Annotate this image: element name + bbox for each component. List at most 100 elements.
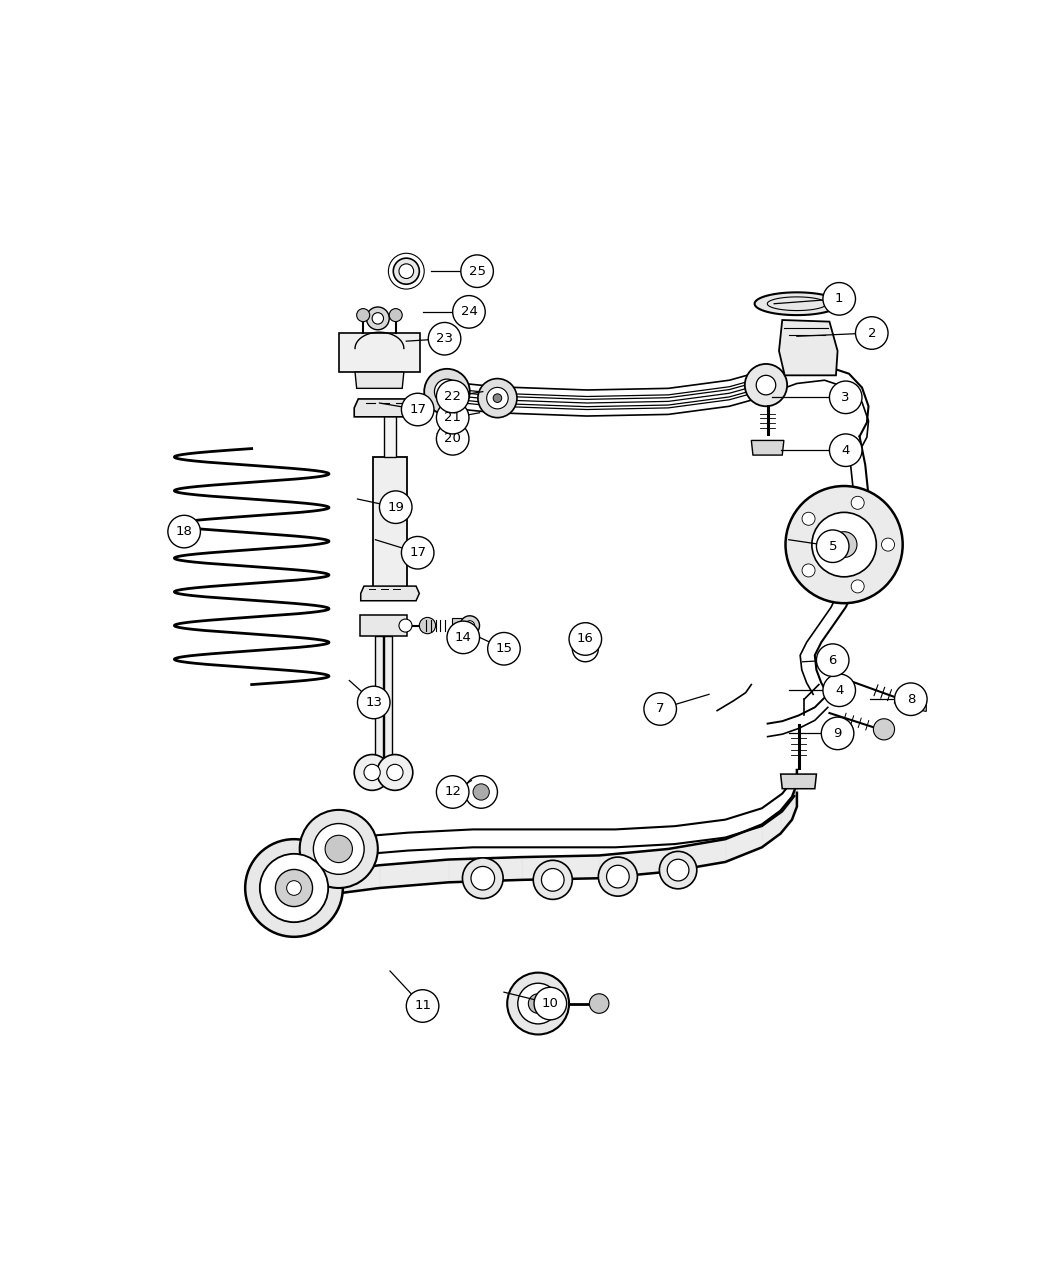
- Circle shape: [471, 867, 495, 890]
- Text: 25: 25: [468, 265, 485, 278]
- Text: 15: 15: [496, 643, 512, 655]
- Circle shape: [401, 393, 434, 426]
- Circle shape: [494, 394, 502, 403]
- Polygon shape: [755, 292, 839, 315]
- Circle shape: [399, 264, 414, 278]
- Text: 21: 21: [444, 411, 461, 425]
- Text: 16: 16: [576, 632, 593, 645]
- Circle shape: [821, 717, 854, 750]
- Circle shape: [817, 644, 849, 677]
- Circle shape: [572, 636, 598, 662]
- Circle shape: [744, 363, 788, 407]
- Circle shape: [447, 621, 480, 654]
- Circle shape: [364, 764, 380, 780]
- Circle shape: [437, 402, 469, 434]
- Text: 20: 20: [444, 432, 461, 445]
- Circle shape: [366, 307, 390, 330]
- Polygon shape: [780, 774, 817, 789]
- Circle shape: [487, 388, 508, 409]
- Circle shape: [357, 686, 390, 719]
- Circle shape: [275, 870, 313, 907]
- Circle shape: [856, 316, 888, 349]
- Circle shape: [659, 852, 697, 889]
- Polygon shape: [373, 456, 407, 586]
- Polygon shape: [779, 320, 838, 375]
- Circle shape: [569, 622, 602, 655]
- Circle shape: [461, 255, 493, 287]
- Polygon shape: [912, 696, 926, 711]
- Circle shape: [465, 621, 475, 630]
- Polygon shape: [354, 399, 426, 417]
- Text: 10: 10: [542, 997, 559, 1010]
- Circle shape: [390, 309, 402, 321]
- Polygon shape: [355, 372, 404, 389]
- Circle shape: [326, 835, 353, 863]
- Circle shape: [299, 810, 378, 887]
- Circle shape: [852, 580, 864, 593]
- Circle shape: [442, 386, 452, 397]
- Circle shape: [823, 283, 856, 315]
- Circle shape: [453, 296, 485, 328]
- Circle shape: [386, 764, 403, 780]
- Circle shape: [394, 258, 419, 284]
- Text: 19: 19: [387, 501, 404, 514]
- Circle shape: [580, 643, 591, 654]
- Text: 18: 18: [175, 525, 192, 538]
- Circle shape: [462, 858, 503, 899]
- Polygon shape: [361, 586, 419, 601]
- Circle shape: [534, 987, 567, 1020]
- Text: 4: 4: [841, 444, 849, 456]
- Circle shape: [377, 755, 413, 790]
- Polygon shape: [452, 618, 462, 632]
- Polygon shape: [375, 636, 382, 757]
- Circle shape: [435, 379, 460, 404]
- Text: 3: 3: [841, 391, 849, 404]
- Circle shape: [379, 491, 412, 524]
- Text: 8: 8: [906, 692, 915, 705]
- Circle shape: [168, 515, 201, 548]
- Polygon shape: [384, 412, 396, 456]
- Circle shape: [472, 784, 489, 801]
- Circle shape: [528, 993, 548, 1014]
- Circle shape: [399, 620, 412, 632]
- Text: 23: 23: [436, 333, 453, 346]
- Circle shape: [259, 854, 329, 922]
- Circle shape: [287, 881, 301, 895]
- Circle shape: [589, 993, 609, 1014]
- Circle shape: [598, 857, 637, 896]
- Circle shape: [607, 866, 629, 887]
- Circle shape: [465, 775, 498, 808]
- Circle shape: [852, 496, 864, 509]
- Circle shape: [372, 312, 383, 324]
- Circle shape: [460, 616, 480, 635]
- Circle shape: [437, 775, 469, 808]
- Circle shape: [419, 617, 436, 634]
- Circle shape: [882, 538, 895, 551]
- Text: 2: 2: [867, 326, 876, 339]
- Text: 13: 13: [365, 696, 382, 709]
- Circle shape: [812, 513, 877, 576]
- Circle shape: [507, 973, 569, 1034]
- Circle shape: [437, 422, 469, 455]
- Circle shape: [785, 486, 903, 603]
- Circle shape: [802, 513, 815, 525]
- Circle shape: [756, 375, 776, 395]
- Circle shape: [832, 532, 857, 557]
- Circle shape: [830, 434, 862, 467]
- Circle shape: [313, 824, 364, 875]
- Circle shape: [802, 564, 815, 576]
- Circle shape: [817, 530, 849, 562]
- Text: 4: 4: [835, 683, 843, 696]
- Polygon shape: [360, 616, 407, 636]
- Polygon shape: [752, 440, 784, 455]
- Circle shape: [823, 674, 856, 706]
- Circle shape: [428, 323, 461, 354]
- Polygon shape: [384, 636, 393, 757]
- Circle shape: [354, 755, 390, 790]
- Circle shape: [644, 692, 676, 725]
- Text: 24: 24: [461, 306, 478, 319]
- Text: 11: 11: [414, 1000, 432, 1012]
- Text: 17: 17: [410, 546, 426, 560]
- Circle shape: [874, 719, 895, 739]
- Text: 6: 6: [828, 654, 837, 667]
